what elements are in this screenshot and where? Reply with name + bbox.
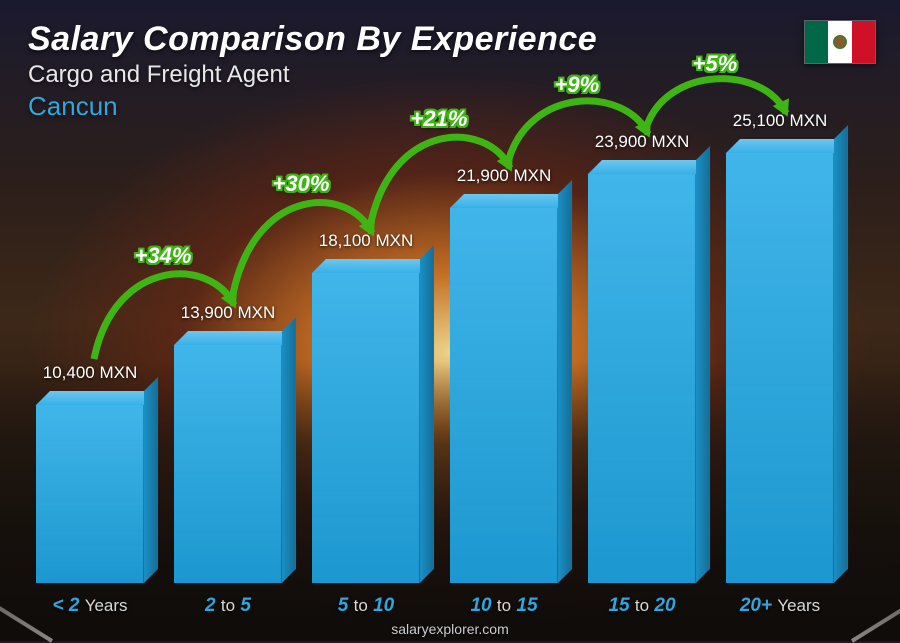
footer-attribution: salaryexplorer.com (0, 621, 900, 637)
x-axis-label: 15 to 20 (582, 595, 702, 617)
chart-title: Salary Comparison By Experience (28, 20, 597, 59)
bar: 21,900 MXN (444, 140, 564, 583)
bar-value-label: 25,100 MXN (696, 111, 864, 131)
header: Salary Comparison By Experience Cargo an… (28, 20, 597, 122)
bar-value-label: 13,900 MXN (144, 303, 312, 323)
bar-value-label: 10,400 MXN (6, 363, 174, 383)
x-axis-label: 20+ Years (720, 595, 840, 617)
bar-value-label: 23,900 MXN (558, 132, 726, 152)
percent-increase-badge: +30% (273, 171, 330, 197)
x-axis-label: 2 to 5 (168, 595, 288, 617)
bar-chart: 10,400 MXN 13,900 MXN 18,100 MXN 21,900 … (30, 140, 840, 583)
x-axis-label: 5 to 10 (306, 595, 426, 617)
percent-increase-badge: +21% (411, 106, 468, 132)
bar: 13,900 MXN (168, 140, 288, 583)
percent-increase-badge: +9% (555, 72, 600, 98)
bar: 10,400 MXN (30, 140, 150, 583)
bar-value-label: 21,900 MXN (420, 166, 588, 186)
x-axis-label: < 2 Years (30, 595, 150, 617)
bar: 25,100 MXN (720, 140, 840, 583)
percent-increase-badge: +5% (693, 51, 738, 77)
bar-value-label: 18,100 MXN (282, 231, 450, 251)
mexico-flag-icon (804, 20, 876, 64)
bar: 18,100 MXN (306, 140, 426, 583)
bar: 23,900 MXN (582, 140, 702, 583)
percent-increase-badge: +34% (135, 243, 192, 269)
chart-subtitle: Cargo and Freight Agent (28, 61, 597, 89)
x-axis-labels: < 2 Years 2 to 5 5 to 10 10 to 15 15 to 20 20… (30, 595, 840, 617)
x-axis-label: 10 to 15 (444, 595, 564, 617)
chart-city: Cancun (28, 91, 597, 122)
